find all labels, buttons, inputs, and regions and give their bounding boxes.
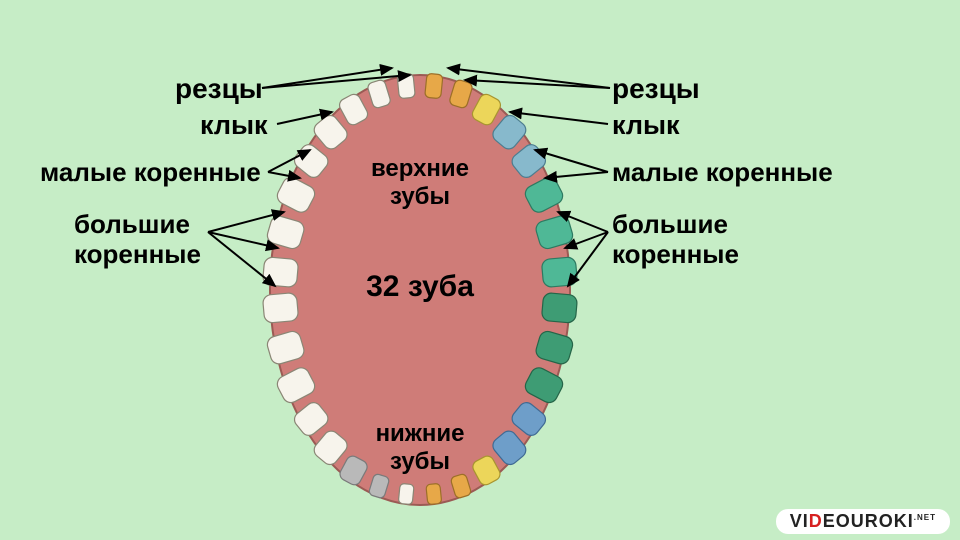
diagram-label: большие коренные	[74, 210, 201, 270]
watermark: VIDEOUROKI.NET	[776, 509, 950, 534]
diagram-label: большие коренные	[612, 210, 739, 270]
diagram-label: нижние зубы	[300, 420, 540, 475]
diagram-label: клык	[612, 110, 680, 141]
diagram-label: клык	[200, 110, 268, 141]
wm-suffix: .NET	[914, 513, 936, 522]
diagram-label: верхние зубы	[300, 155, 540, 210]
diagram-label: малые коренные	[612, 158, 833, 188]
wm-post: EOUROKI	[823, 511, 914, 531]
diagram-label: 32 зуба	[300, 270, 540, 305]
diagram-label: резцы	[175, 73, 263, 105]
wm-red: D	[809, 511, 823, 532]
diagram-label: резцы	[612, 73, 700, 105]
diagram-label: малые коренные	[40, 158, 261, 188]
wm-pre: VI	[790, 511, 809, 531]
